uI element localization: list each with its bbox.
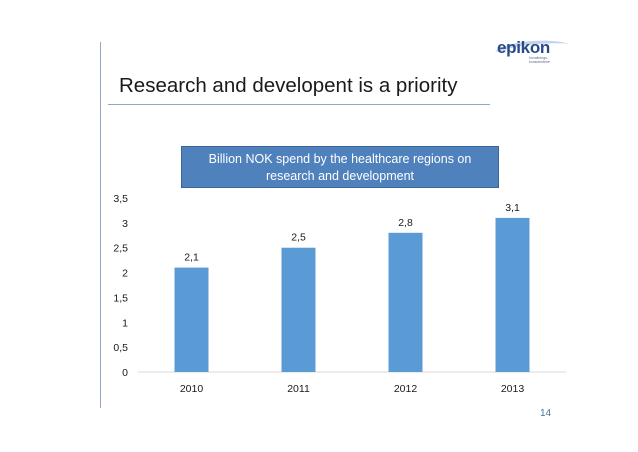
y-tick-label: 3,5 xyxy=(113,193,128,205)
y-tick-label: 0,5 xyxy=(113,342,128,354)
data-label: 3,1 xyxy=(505,202,520,214)
bar-2013 xyxy=(495,217,530,372)
bar-2010 xyxy=(174,267,209,372)
vertical-accent-line xyxy=(100,42,101,408)
logo-swoosh-icon xyxy=(495,40,569,52)
title-underline xyxy=(108,104,490,105)
bar-2011 xyxy=(281,247,316,372)
bar-2012 xyxy=(388,232,423,372)
logo-tagline-line1: forvaltnings- xyxy=(529,56,549,60)
page-title: Research and developent is a priority xyxy=(119,74,458,97)
callout-line-1: Billion NOK spend by the healthcare regi… xyxy=(208,152,472,166)
epikon-logo: epikon forvaltnings- konsulentene xyxy=(493,38,571,66)
y-tick-label: 3 xyxy=(122,218,128,230)
chart-callout-box: Billion NOK spend by the healthcare regi… xyxy=(181,146,499,188)
logo-tagline-line2: konsulentene xyxy=(529,60,550,64)
data-label: 2,8 xyxy=(398,217,413,229)
logo-word: epikon xyxy=(497,38,550,57)
x-tick-label: 2013 xyxy=(501,383,525,395)
logo-tagline: forvaltnings- konsulentene xyxy=(529,56,569,64)
x-tick-label: 2011 xyxy=(287,383,310,395)
x-tick-label: 2010 xyxy=(180,383,204,395)
data-label: 2,1 xyxy=(184,252,199,264)
data-label: 2,5 xyxy=(291,232,306,244)
x-tick-label: 2012 xyxy=(394,383,418,395)
y-tick-label: 0 xyxy=(122,367,128,379)
y-tick-label: 2,5 xyxy=(113,243,128,255)
y-tick-label: 2 xyxy=(122,268,128,280)
callout-line-2: research and development xyxy=(265,169,414,183)
y-tick-label: 1 xyxy=(122,317,128,329)
y-tick-label: 1,5 xyxy=(113,292,128,304)
page-number: 14 xyxy=(540,408,552,419)
